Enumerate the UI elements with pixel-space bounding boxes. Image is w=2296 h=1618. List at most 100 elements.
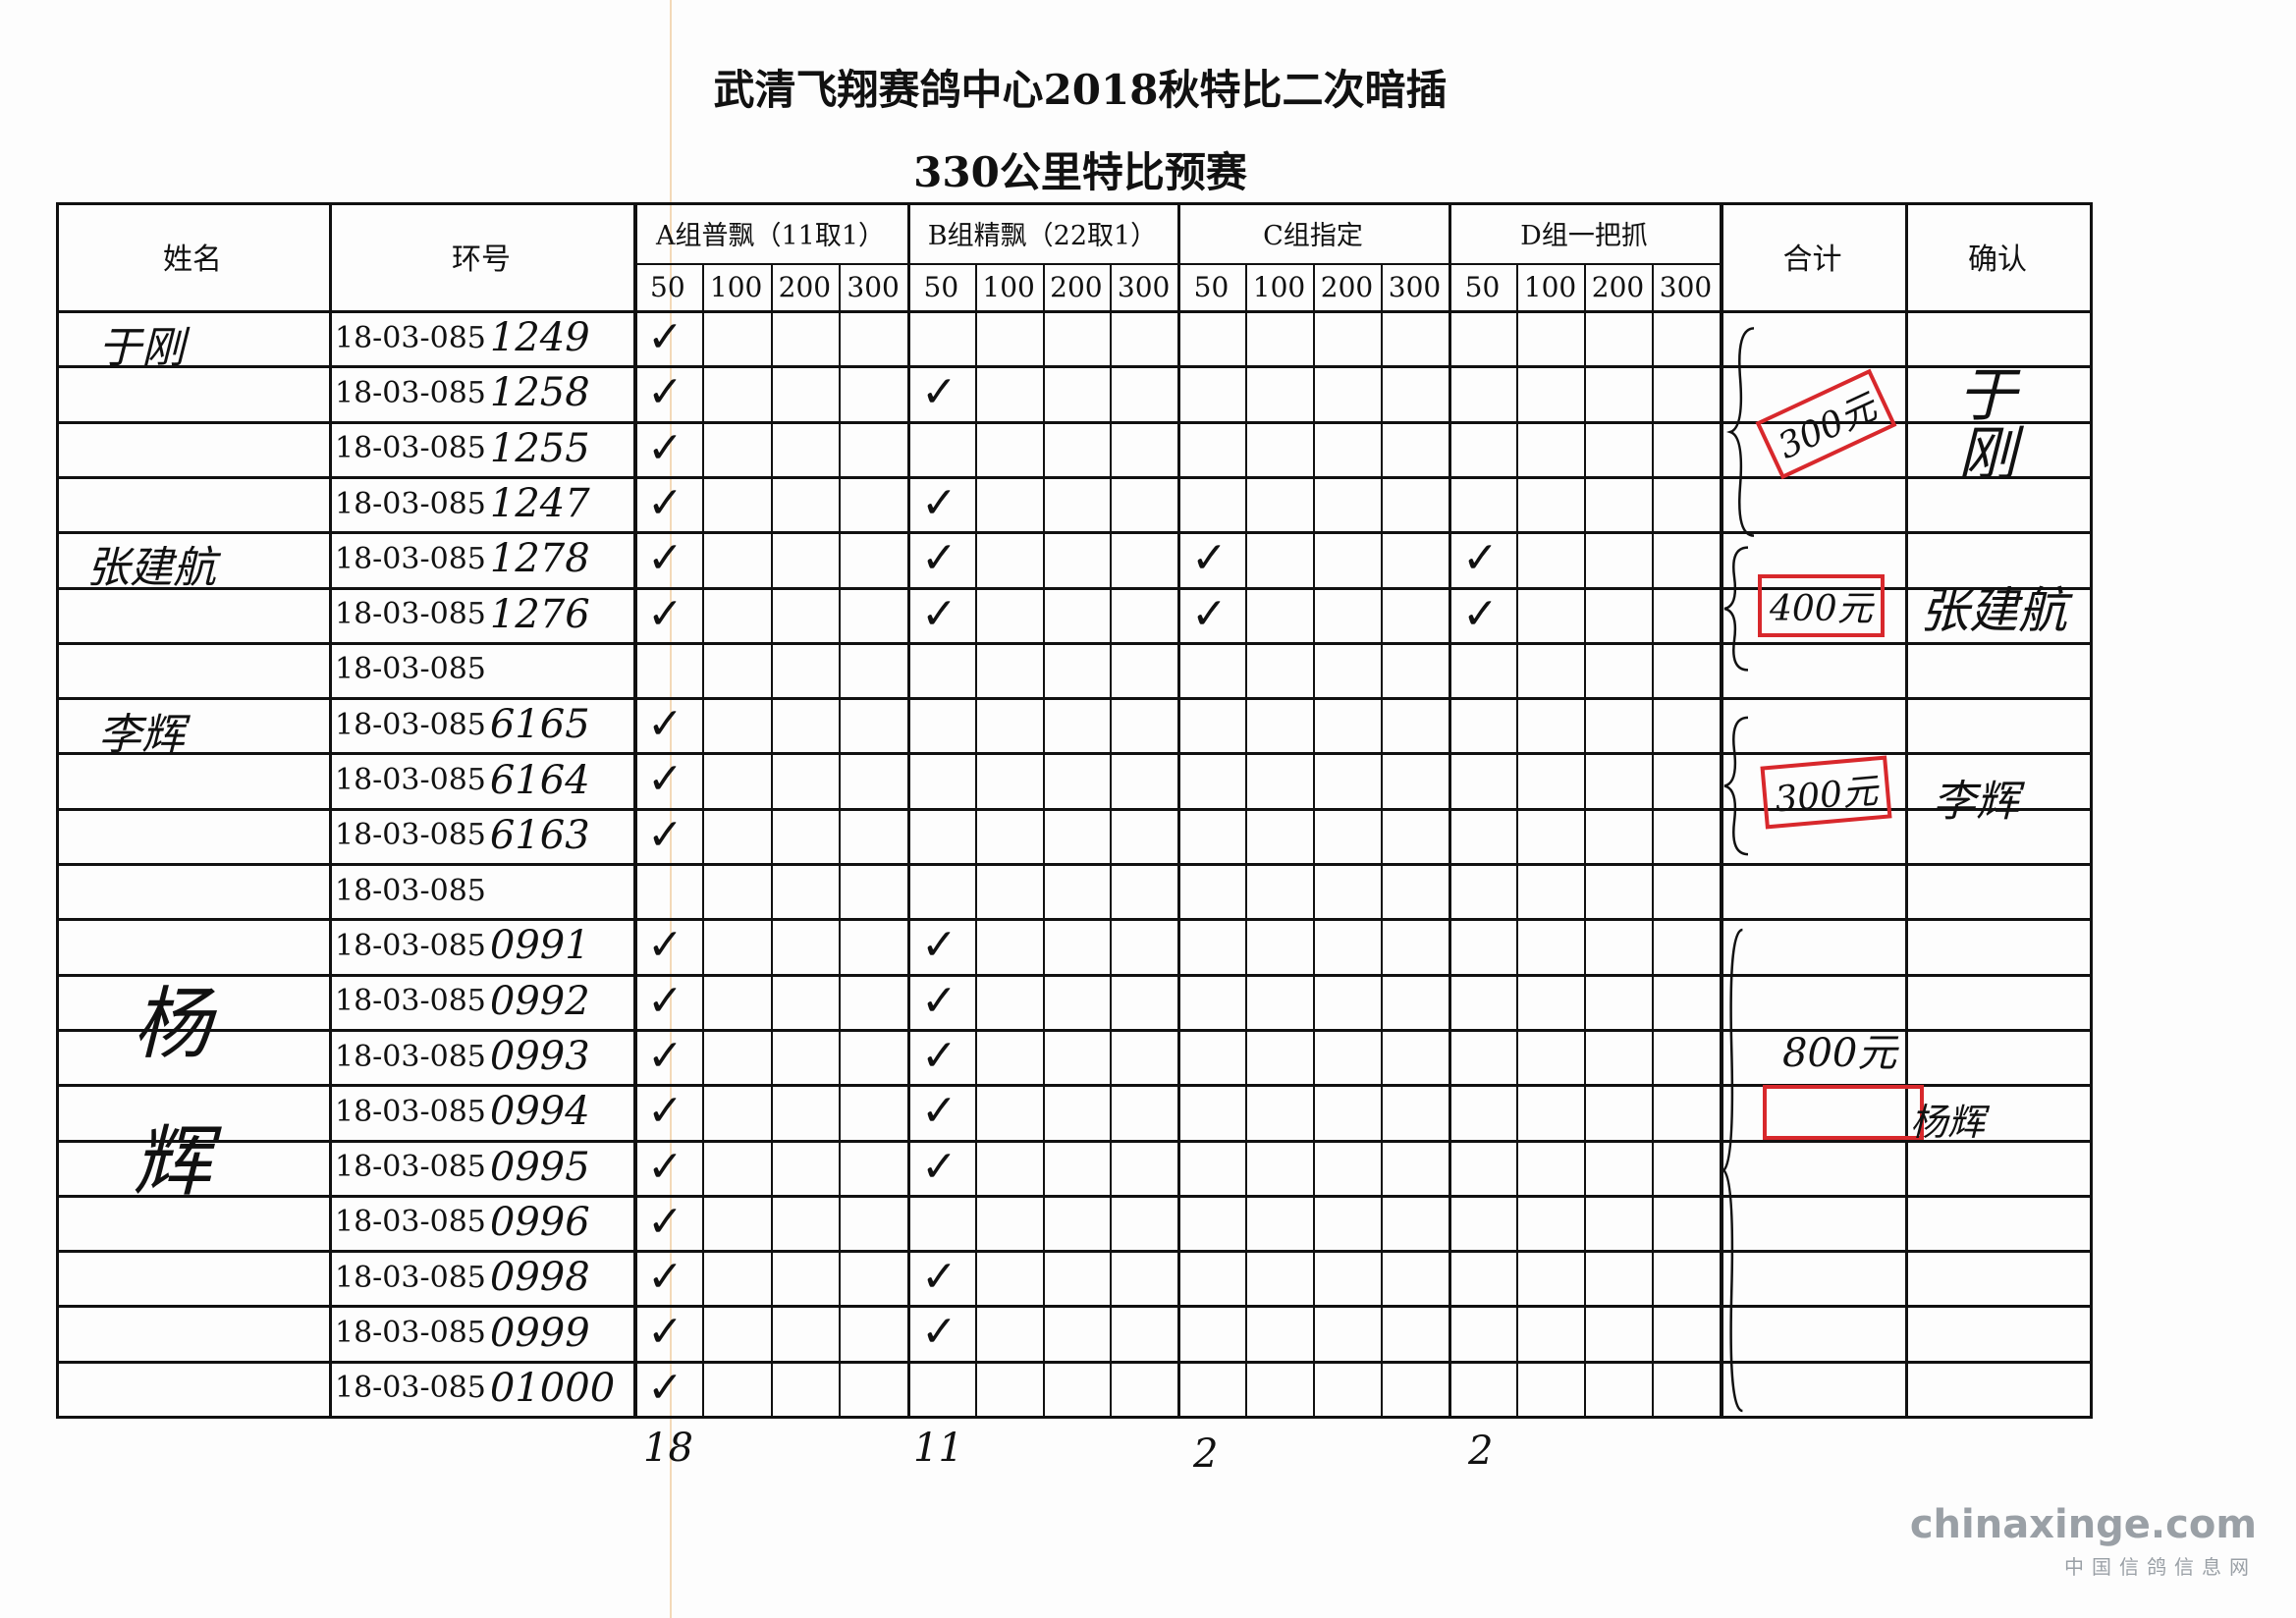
grid-line: [56, 807, 2093, 811]
ring-number: 18-03-085 1278: [335, 531, 590, 586]
confirm-signature: 于刚: [1947, 363, 2016, 481]
header-tier: 200: [1320, 270, 1374, 303]
check-mark-d-50: ✓: [1462, 588, 1499, 639]
grid-line: [633, 263, 1720, 265]
ring-prefix: 18-03-085: [335, 1150, 486, 1185]
ring-number: 18-03-085: [335, 863, 490, 918]
check-mark-a-50: ✓: [647, 920, 683, 971]
ring-number: 18-03-085 1249: [335, 310, 590, 365]
check-mark-a-50: ✓: [647, 699, 683, 750]
ring-number: 18-03-085 6164: [335, 752, 590, 807]
check-mark-a-50: ✓: [647, 975, 683, 1026]
check-mark-a-50: ✓: [647, 754, 683, 805]
grid-line: [56, 475, 2093, 479]
document-title: 武清飞翔赛鸽中心2018秋特比二次暗插: [713, 66, 1448, 114]
ring-prefix: 18-03-085: [335, 597, 486, 632]
grid-line: [56, 1084, 2093, 1088]
ring-number: 18-03-085 0998: [335, 1250, 590, 1305]
ring-number: 18-03-085 0994: [335, 1084, 590, 1139]
grid-line: [839, 263, 842, 1416]
header-tier: 300: [1117, 270, 1171, 303]
grid-line: [56, 752, 2093, 756]
paid-stamp: 400元: [1758, 574, 1885, 637]
ring-suffix: 6163: [489, 812, 590, 858]
check-mark-b-50: ✓: [921, 1086, 957, 1137]
ring-prefix: 18-03-085: [335, 652, 486, 687]
check-mark-a-50: ✓: [647, 1307, 683, 1358]
brace-mark: [1726, 324, 1756, 540]
grid-line: [1584, 263, 1586, 1416]
paid-stamp: 300元: [1760, 755, 1892, 830]
ring-prefix: 18-03-085: [335, 1260, 486, 1295]
ring-prefix: 18-03-085: [335, 541, 486, 576]
ring-prefix: 18-03-085: [335, 431, 486, 466]
ring-suffix: 6164: [489, 757, 590, 803]
header-tier: 100: [1252, 270, 1306, 303]
grid-line: [701, 263, 704, 1416]
ring-suffix: 1247: [489, 481, 590, 527]
column-total-a: 18: [643, 1426, 693, 1471]
header-group-b: B组精飘（22取1）: [927, 220, 1158, 251]
check-mark-d-50: ✓: [1462, 533, 1499, 584]
total-amount: 800元: [1782, 1031, 1897, 1076]
brace-mark: [1721, 545, 1750, 673]
ring-prefix: 18-03-085: [335, 873, 486, 908]
check-mark-b-50: ✓: [921, 975, 957, 1026]
ring-suffix: 0992: [489, 978, 590, 1024]
player-name: 杨辉: [120, 982, 211, 1257]
header-group-d: D组一把抓: [1520, 220, 1648, 251]
document-subtitle: 330公里特比预赛: [913, 148, 1247, 196]
grid-line: [56, 1028, 2093, 1032]
grid-line: [56, 310, 2093, 313]
ring-suffix: 1276: [489, 591, 590, 637]
grid-line: [974, 263, 977, 1416]
check-mark-b-50: ✓: [921, 367, 957, 418]
ring-suffix: 0994: [489, 1089, 590, 1135]
header-tier: 200: [1050, 270, 1103, 303]
ring-prefix: 18-03-085: [335, 707, 486, 742]
ring-suffix: 0993: [489, 1034, 590, 1080]
ring-number: 18-03-085 1255: [335, 421, 590, 476]
player-name: 李辉: [98, 710, 185, 760]
ring-prefix: 18-03-085: [335, 486, 486, 521]
grid-line: [1313, 263, 1315, 1416]
header-tier: 50: [1193, 270, 1230, 303]
ring-prefix: 18-03-085: [335, 928, 486, 963]
grid-line: [56, 1250, 2093, 1254]
ring-number: 18-03-085 1258: [335, 365, 590, 420]
watermark-site: chinaxinge.com: [1909, 1502, 2257, 1547]
ring-suffix: 0999: [489, 1310, 590, 1356]
check-mark-a-50: ✓: [647, 1030, 683, 1081]
header-tier: 200: [778, 270, 832, 303]
grid-line: [56, 365, 2093, 369]
grid-line: [56, 918, 2093, 922]
ring-number: 18-03-085 0992: [335, 974, 590, 1029]
grid-line: [56, 1194, 2093, 1198]
ring-number: 18-03-085 0995: [335, 1140, 590, 1195]
check-mark-a-50: ✓: [647, 1086, 683, 1137]
check-mark-b-50: ✓: [921, 588, 957, 639]
confirm-signature: 杨辉: [1910, 1101, 1986, 1144]
check-mark-a-50: ✓: [647, 1252, 683, 1303]
ring-prefix: 18-03-085: [335, 763, 486, 798]
ring-suffix: 1249: [489, 315, 590, 361]
ring-suffix: 0991: [489, 923, 590, 969]
ring-number: 18-03-085 1247: [335, 476, 590, 531]
ring-suffix: 1278: [489, 536, 590, 582]
ring-number: 18-03-085 6165: [335, 697, 590, 752]
check-mark-a-50: ✓: [647, 422, 683, 473]
ring-prefix: 18-03-085: [335, 1094, 486, 1129]
check-mark-b-50: ✓: [921, 1252, 957, 1303]
check-mark-b-50: ✓: [921, 1307, 957, 1358]
grid-line: [770, 263, 773, 1416]
grid-line: [56, 697, 2093, 701]
check-mark-b-50: ✓: [921, 1141, 957, 1192]
check-mark-b-50: ✓: [921, 920, 957, 971]
ring-prefix: 18-03-085: [335, 984, 486, 1019]
player-name: 张建航: [86, 543, 216, 593]
check-mark-a-50: ✓: [647, 809, 683, 860]
ring-number: 18-03-085 01000: [335, 1361, 615, 1416]
check-mark-a-50: ✓: [647, 533, 683, 584]
grid-line: [1110, 263, 1113, 1416]
ring-number: 18-03-085: [335, 642, 490, 697]
